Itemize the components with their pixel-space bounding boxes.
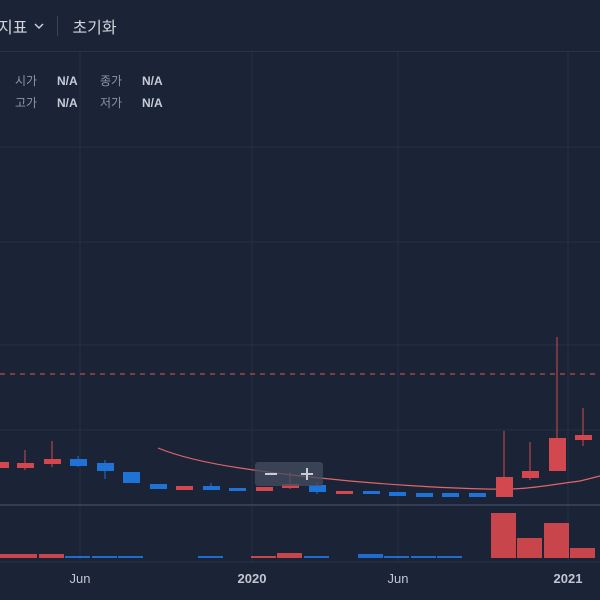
ohlc-legend: 시가 N/A 종가 N/A 고가 N/A 저가 N/A bbox=[15, 70, 185, 114]
axis-label-2021: 2021 bbox=[553, 571, 583, 586]
close-label: 종가 bbox=[100, 74, 123, 88]
volume-bar-2 bbox=[39, 554, 64, 558]
moving-average-line bbox=[157, 447, 600, 490]
chevron-down-icon bbox=[34, 23, 44, 29]
low-value: N/A bbox=[142, 96, 163, 110]
candle-body-9 bbox=[229, 488, 246, 491]
volume-bar-4 bbox=[92, 556, 117, 558]
volume-bar-10 bbox=[358, 554, 383, 558]
candle-body-16 bbox=[416, 493, 433, 497]
ohlc-row-2: 고가 N/A 저가 N/A bbox=[15, 92, 185, 114]
volume-bar-1 bbox=[12, 554, 37, 558]
open-pair: 시가 N/A bbox=[15, 70, 100, 92]
axis-label-jun-2019: Jun bbox=[69, 571, 91, 586]
volume-bar-0 bbox=[0, 554, 12, 558]
open-value: N/A bbox=[57, 74, 78, 88]
volume-bar-5 bbox=[118, 556, 143, 558]
zoom-in-icon[interactable] bbox=[295, 462, 319, 486]
volume-bars bbox=[0, 513, 595, 558]
volume-bar-11 bbox=[384, 556, 409, 558]
candle-body-10 bbox=[256, 487, 273, 491]
candle-body-18 bbox=[469, 493, 486, 497]
ohlc-row-1: 시가 N/A 종가 N/A bbox=[15, 70, 185, 92]
low-label: 저가 bbox=[100, 96, 123, 110]
candle-body-21 bbox=[549, 438, 566, 471]
candles bbox=[0, 337, 592, 497]
chart-grid bbox=[0, 52, 600, 562]
volume-bar-6 bbox=[198, 556, 223, 558]
reset-button[interactable]: 초기화 bbox=[72, 0, 116, 51]
volume-bar-17 bbox=[570, 548, 595, 558]
candle-body-1 bbox=[17, 463, 34, 468]
candle-body-3 bbox=[70, 459, 87, 466]
candle-body-4 bbox=[97, 463, 114, 471]
indicators-button[interactable]: 지표 bbox=[0, 0, 45, 51]
chart-toolbar: 지표 초기화 bbox=[0, 0, 600, 52]
volume-bar-12 bbox=[411, 556, 436, 558]
indicators-label: 지표 bbox=[0, 19, 28, 37]
toolbar-divider bbox=[57, 15, 59, 36]
candle-body-11 bbox=[282, 484, 299, 488]
axis-label-2020: 2020 bbox=[237, 571, 267, 586]
axis-label-jun-2020: Jun bbox=[387, 571, 409, 586]
candle-body-14 bbox=[363, 491, 380, 494]
candle-body-8 bbox=[203, 486, 220, 490]
volume-bar-16 bbox=[544, 523, 569, 558]
candle-body-19 bbox=[496, 477, 513, 497]
zoom-out-icon[interactable] bbox=[259, 462, 283, 486]
candle-body-20 bbox=[522, 471, 539, 478]
low-pair: 저가 N/A bbox=[100, 92, 185, 114]
high-label: 고가 bbox=[15, 96, 38, 110]
candle-body-13 bbox=[336, 491, 353, 494]
candle-body-22 bbox=[575, 435, 592, 440]
volume-bar-15 bbox=[517, 538, 542, 558]
volume-bar-9 bbox=[304, 556, 329, 558]
candle-body-12 bbox=[309, 485, 326, 492]
reset-label: 초기화 bbox=[72, 19, 117, 37]
candle-body-17 bbox=[442, 493, 459, 497]
candle-body-5 bbox=[123, 472, 140, 483]
candle-body-7 bbox=[176, 486, 193, 490]
candle-body-0 bbox=[0, 462, 9, 468]
candle-body-2 bbox=[44, 459, 61, 464]
volume-bar-7 bbox=[251, 556, 276, 558]
volume-bar-8 bbox=[277, 553, 302, 558]
volume-bar-13 bbox=[437, 556, 462, 558]
open-label: 시가 bbox=[15, 74, 38, 88]
candle-body-6 bbox=[150, 484, 167, 489]
zoom-control bbox=[255, 462, 323, 486]
candle-body-15 bbox=[389, 492, 406, 496]
close-pair: 종가 N/A bbox=[100, 70, 185, 92]
volume-bar-3 bbox=[65, 556, 90, 558]
high-value: N/A bbox=[57, 96, 78, 110]
volume-bar-14 bbox=[491, 513, 516, 558]
high-pair: 고가 N/A bbox=[15, 92, 100, 114]
close-value: N/A bbox=[142, 74, 163, 88]
